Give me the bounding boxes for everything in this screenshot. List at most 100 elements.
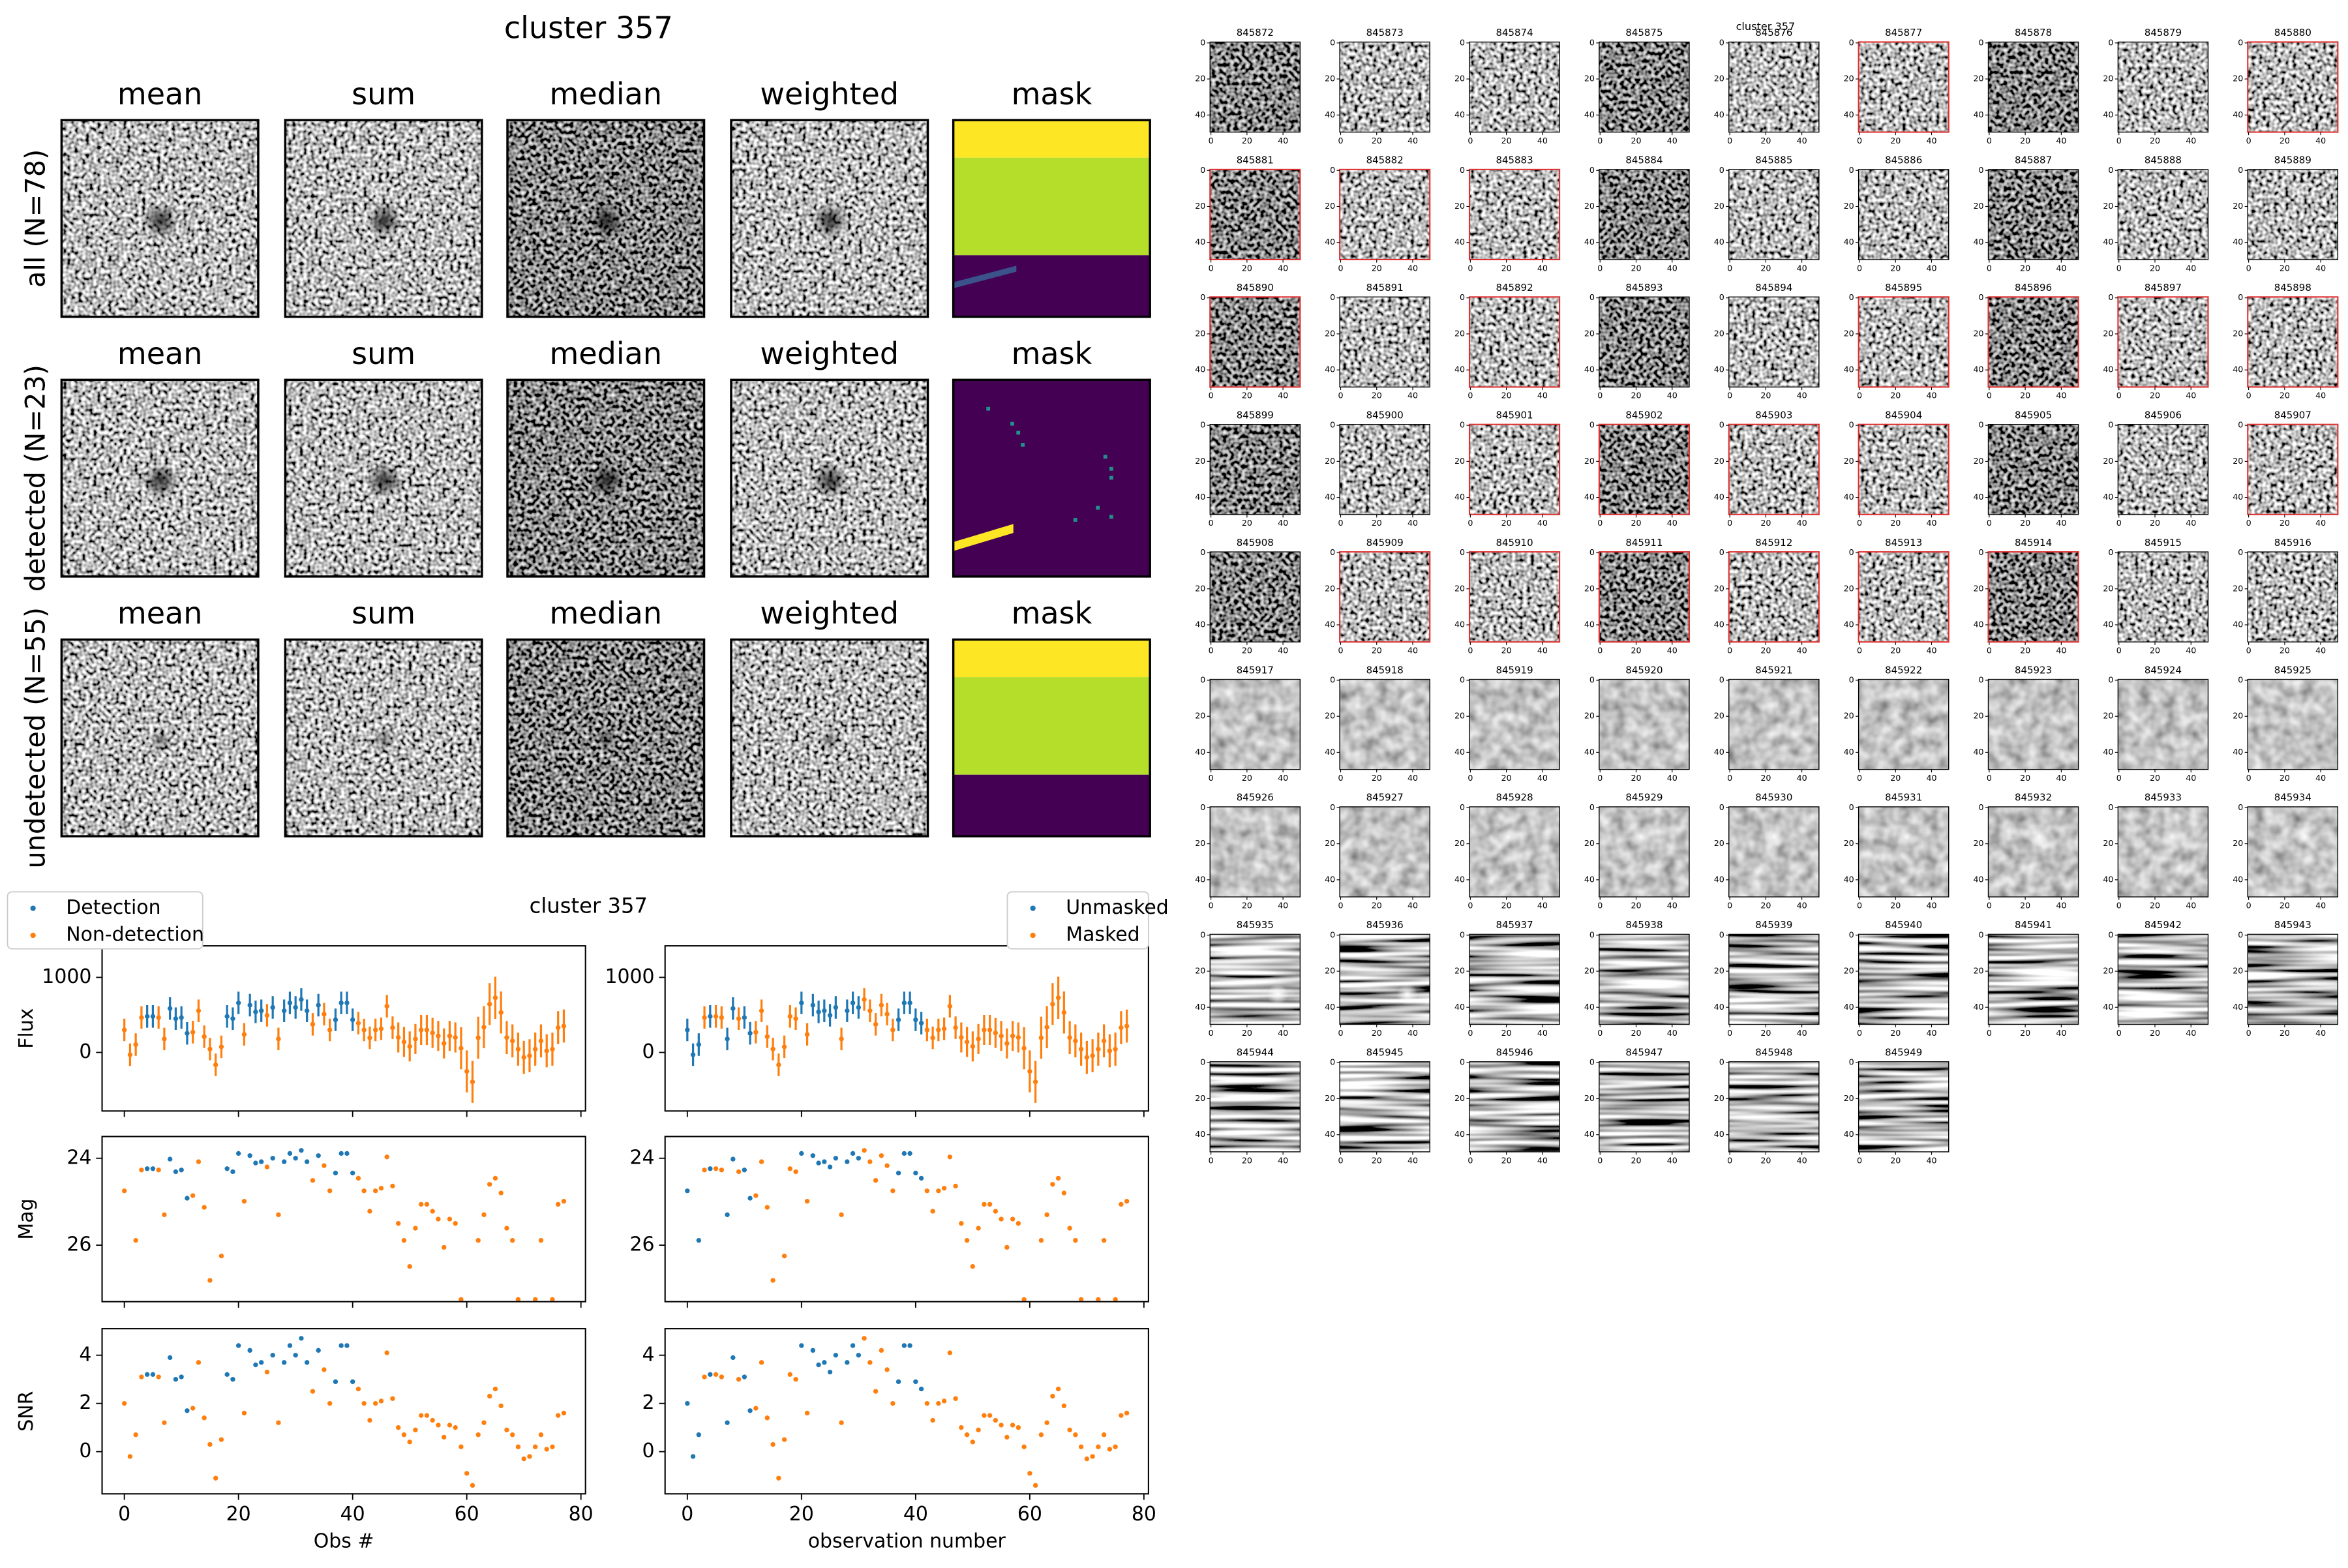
thumbnail-x-tick-label: 20 (2020, 518, 2030, 528)
thumbnail-x-tick-label: 20 (1242, 136, 1252, 145)
thumbnail-x-tick-label: 40 (1797, 1028, 1807, 1038)
thumbnail-label: 845914 (2015, 537, 2052, 549)
mask-region (953, 639, 1151, 678)
thumbnail-x-tick-label: 0 (2116, 518, 2122, 528)
thumbnail-image (1210, 169, 1301, 260)
thumbnail: 845949 0 0 20 20 40 40 (1844, 1047, 1949, 1165)
column-title: mask (1012, 76, 1092, 112)
thumbnail-frame (1339, 41, 1430, 133)
mask-dot (1010, 421, 1014, 426)
thumbnail-x-tick-label: 0 (1727, 136, 1732, 145)
thumbnail-x-tick-label: 20 (1760, 391, 1771, 400)
data-point (281, 1159, 287, 1164)
thumbnail-x-tick-label: 20 (1501, 1028, 1512, 1038)
thumbnail-x-tick-label: 20 (1372, 518, 1382, 528)
data-point (1021, 1444, 1027, 1449)
data-point (719, 1168, 725, 1173)
thumbnail-x-tick-label: 40 (2186, 1028, 2196, 1038)
thumbnail-y-tick-label: 0 (1849, 37, 1854, 47)
thumbnail-image (1728, 934, 1819, 1025)
thumbnail-y-tick-label: 0 (1849, 165, 1854, 175)
thumbnail-image (1469, 934, 1560, 1025)
thumbnail-y-tick-label: 40 (1325, 1129, 1335, 1139)
thumbnail-frame (1209, 933, 1301, 1025)
data-point (918, 1175, 924, 1181)
axes-frame (664, 1136, 1149, 1303)
thumbnail-frame (1469, 806, 1560, 897)
data-point (982, 1201, 987, 1207)
thumbnail: 845897 0 0 20 20 40 40 (2103, 282, 2209, 400)
thumbnail-frame (1468, 168, 1561, 261)
thumbnail-y-tick-label: 20 (2233, 583, 2243, 593)
thumbnail-x-tick-label: 40 (1537, 1028, 1548, 1038)
thumbnail-y-tick-label: 20 (1195, 838, 1205, 848)
data-point (550, 1444, 555, 1449)
data-point (1032, 1483, 1038, 1488)
thumbnail-y-tick-label: 0 (1460, 165, 1465, 175)
thumbnail-y-tick-label: 0 (1719, 420, 1724, 430)
data-point (759, 1159, 764, 1164)
data-point (235, 1151, 241, 1156)
thumbnail-frame (1858, 678, 1949, 770)
thumbnail-label: 845891 (1366, 282, 1404, 294)
data-point (810, 1348, 816, 1353)
thumbnail-x-tick-label: 40 (1926, 391, 1936, 400)
data-point (378, 1398, 384, 1404)
thumbnail-label: 845911 (1625, 537, 1663, 549)
thumbnail-frame (1209, 168, 1301, 261)
thumbnail-frame (2247, 296, 2339, 388)
thumbnail-frame (1987, 169, 2079, 260)
data-point (492, 1175, 498, 1181)
data-point (395, 1425, 401, 1430)
data-point (173, 1169, 179, 1175)
thumbnail-image (1469, 169, 1560, 260)
thumbnail: 845889 0 0 20 20 40 40 (2233, 155, 2339, 273)
data-point (419, 1201, 424, 1207)
thumbnail-frame (1599, 169, 1690, 260)
data-point (527, 1454, 532, 1459)
data-point (993, 1209, 999, 1214)
data-point (475, 1432, 481, 1438)
data-point (856, 1004, 862, 1010)
thumbnail-y-tick-label: 0 (1200, 929, 1205, 939)
thumbnail-y-tick-label: 20 (2233, 74, 2243, 83)
data-point (930, 1417, 935, 1423)
thumbnail-y-tick-label: 20 (1714, 966, 1724, 976)
mask-dot (1021, 443, 1025, 447)
thumbnail-label: 845893 (1625, 282, 1663, 294)
data-point (804, 1032, 810, 1037)
thumbnail-y-tick-label: 40 (1584, 237, 1595, 247)
thumbnail-x-tick-label: 0 (1338, 1028, 1343, 1038)
data-point (907, 1151, 912, 1156)
data-point (873, 1021, 879, 1027)
data-point (770, 1278, 775, 1283)
thumbnail-y-tick-label: 40 (1195, 492, 1205, 502)
thumbnail: 845879 0 0 20 20 40 40 (2103, 27, 2209, 145)
thumbnail-y-tick-label: 40 (1974, 620, 1984, 629)
data-point (1124, 1199, 1130, 1204)
thumbnail-image (1210, 934, 1301, 1025)
data-point (344, 1000, 350, 1006)
thumbnail-y-tick-label: 0 (1589, 165, 1595, 175)
thumbnail-label: 845880 (2274, 27, 2311, 38)
thumbnail-y-tick-label: 0 (1719, 1057, 1724, 1067)
thumbnail-x-tick-label: 40 (2186, 900, 2196, 910)
thumbnail-x-tick-label: 0 (2116, 646, 2122, 656)
thumbnail-y-tick-label: 20 (1844, 583, 1854, 593)
data-point (207, 1046, 213, 1052)
data-point (753, 1193, 759, 1198)
thumbnail-x-tick-label: 40 (2056, 900, 2066, 910)
data-point (156, 1374, 161, 1380)
thumbnail-y-tick-label: 20 (1454, 328, 1465, 338)
data-point (350, 1379, 355, 1385)
thumbnail-x-tick-label: 20 (1890, 263, 1901, 273)
data-point (764, 1205, 770, 1210)
data-point (464, 1068, 470, 1074)
thumbnail-frame (1728, 806, 1820, 897)
thumbnail-y-tick-label: 40 (1584, 747, 1595, 757)
legend: Unmasked Masked (1006, 891, 1169, 950)
thumbnail-y-tick-label: 40 (1454, 365, 1465, 374)
thumbnail-frame (2247, 551, 2339, 642)
thumbnail-x-tick-label: 20 (1760, 900, 1771, 910)
thumbnail-image (1340, 169, 1430, 260)
